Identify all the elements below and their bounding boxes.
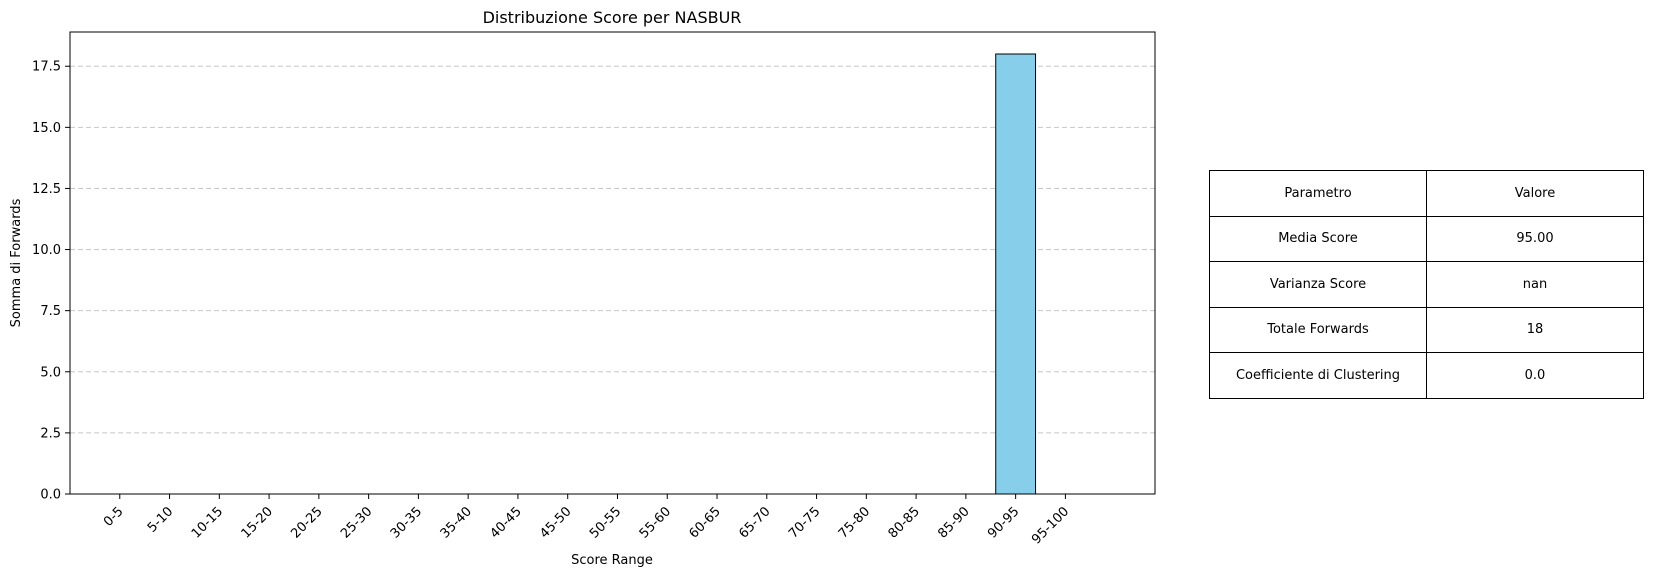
param-value-cell: nan bbox=[1426, 261, 1644, 308]
x-tick-label: 35-40 bbox=[438, 504, 475, 541]
bar-chart: Distribuzione Score per NASBUR 0.0 2.5 5.0… bbox=[9, 8, 1156, 568]
y-tick-label: 15.0 bbox=[32, 121, 61, 136]
x-tick-label: 25-30 bbox=[338, 504, 375, 541]
x-tick-label: 50-55 bbox=[587, 504, 624, 541]
chart-title: Distribuzione Score per NASBUR bbox=[483, 8, 742, 27]
x-tick-label: 0-5 bbox=[101, 504, 127, 530]
y-axis: 0.0 2.5 5.0 7.5 10.0 12.5 15.0 17.5 bbox=[32, 60, 70, 503]
x-tick-label: 15-20 bbox=[239, 504, 276, 541]
param-name-cell: Totale Forwards bbox=[1209, 306, 1427, 353]
x-axis: 0-5 5-10 10-15 15-20 20-25 25-30 30-35 35-40 40-… bbox=[101, 494, 1072, 547]
y-axis-label: Somma di Forwards bbox=[9, 198, 24, 327]
x-tick-label: 85-90 bbox=[935, 504, 972, 541]
table-row: Varianza Score nan bbox=[1209, 261, 1644, 308]
header-cell-parametro: Parametro bbox=[1209, 170, 1427, 217]
param-name-cell: Varianza Score bbox=[1209, 261, 1427, 308]
x-tick-label: 60-65 bbox=[687, 504, 724, 541]
y-tick-label: 12.5 bbox=[32, 182, 61, 197]
table-row: Media Score 95.00 bbox=[1209, 215, 1644, 262]
x-tick-label: 90-95 bbox=[985, 504, 1022, 541]
x-tick-label: 95-100 bbox=[1029, 504, 1072, 547]
x-tick-label: 70-75 bbox=[786, 504, 823, 541]
x-tick-label: 5-10 bbox=[145, 504, 176, 535]
y-tick-label: 5.0 bbox=[40, 365, 61, 380]
y-tick-label: 0.0 bbox=[40, 488, 61, 503]
gridlines bbox=[70, 65, 1155, 495]
x-tick-label: 45-50 bbox=[537, 504, 574, 541]
y-tick-label: 2.5 bbox=[40, 426, 61, 441]
param-value-cell: 95.00 bbox=[1426, 215, 1644, 262]
x-tick-label: 55-60 bbox=[637, 504, 674, 541]
x-tick-label: 75-80 bbox=[836, 504, 873, 541]
plot-frame bbox=[69, 31, 1156, 495]
y-tick-label: 7.5 bbox=[40, 304, 61, 319]
y-tick-label: 17.5 bbox=[32, 60, 61, 75]
bar bbox=[995, 53, 1037, 495]
x-tick-label: 30-35 bbox=[388, 504, 425, 541]
parameters-table: Parametro Valore Media Score 95.00 Varia… bbox=[1209, 170, 1644, 399]
x-tick-label: 65-70 bbox=[736, 504, 773, 541]
x-tick-label: 20-25 bbox=[288, 504, 325, 541]
param-value-cell: 18 bbox=[1426, 306, 1644, 353]
x-axis-label: Score Range bbox=[571, 553, 653, 568]
param-value-cell: 0.0 bbox=[1426, 352, 1644, 399]
x-tick-label: 40-45 bbox=[487, 504, 524, 541]
table-row: Coefficiente di Clustering 0.0 bbox=[1209, 352, 1644, 399]
header-cell-valore: Valore bbox=[1426, 170, 1644, 217]
bars bbox=[995, 53, 1037, 495]
x-tick-label: 80-85 bbox=[886, 504, 923, 541]
table-row: Totale Forwards 18 bbox=[1209, 306, 1644, 353]
x-tick-label: 10-15 bbox=[189, 504, 226, 541]
parameters-table-container: Parametro Valore Media Score 95.00 Varia… bbox=[1209, 170, 1644, 399]
y-tick-label: 10.0 bbox=[32, 243, 61, 258]
param-name-cell: Coefficiente di Clustering bbox=[1209, 352, 1427, 399]
table-header-row: Parametro Valore bbox=[1209, 170, 1644, 217]
param-name-cell: Media Score bbox=[1209, 215, 1427, 262]
